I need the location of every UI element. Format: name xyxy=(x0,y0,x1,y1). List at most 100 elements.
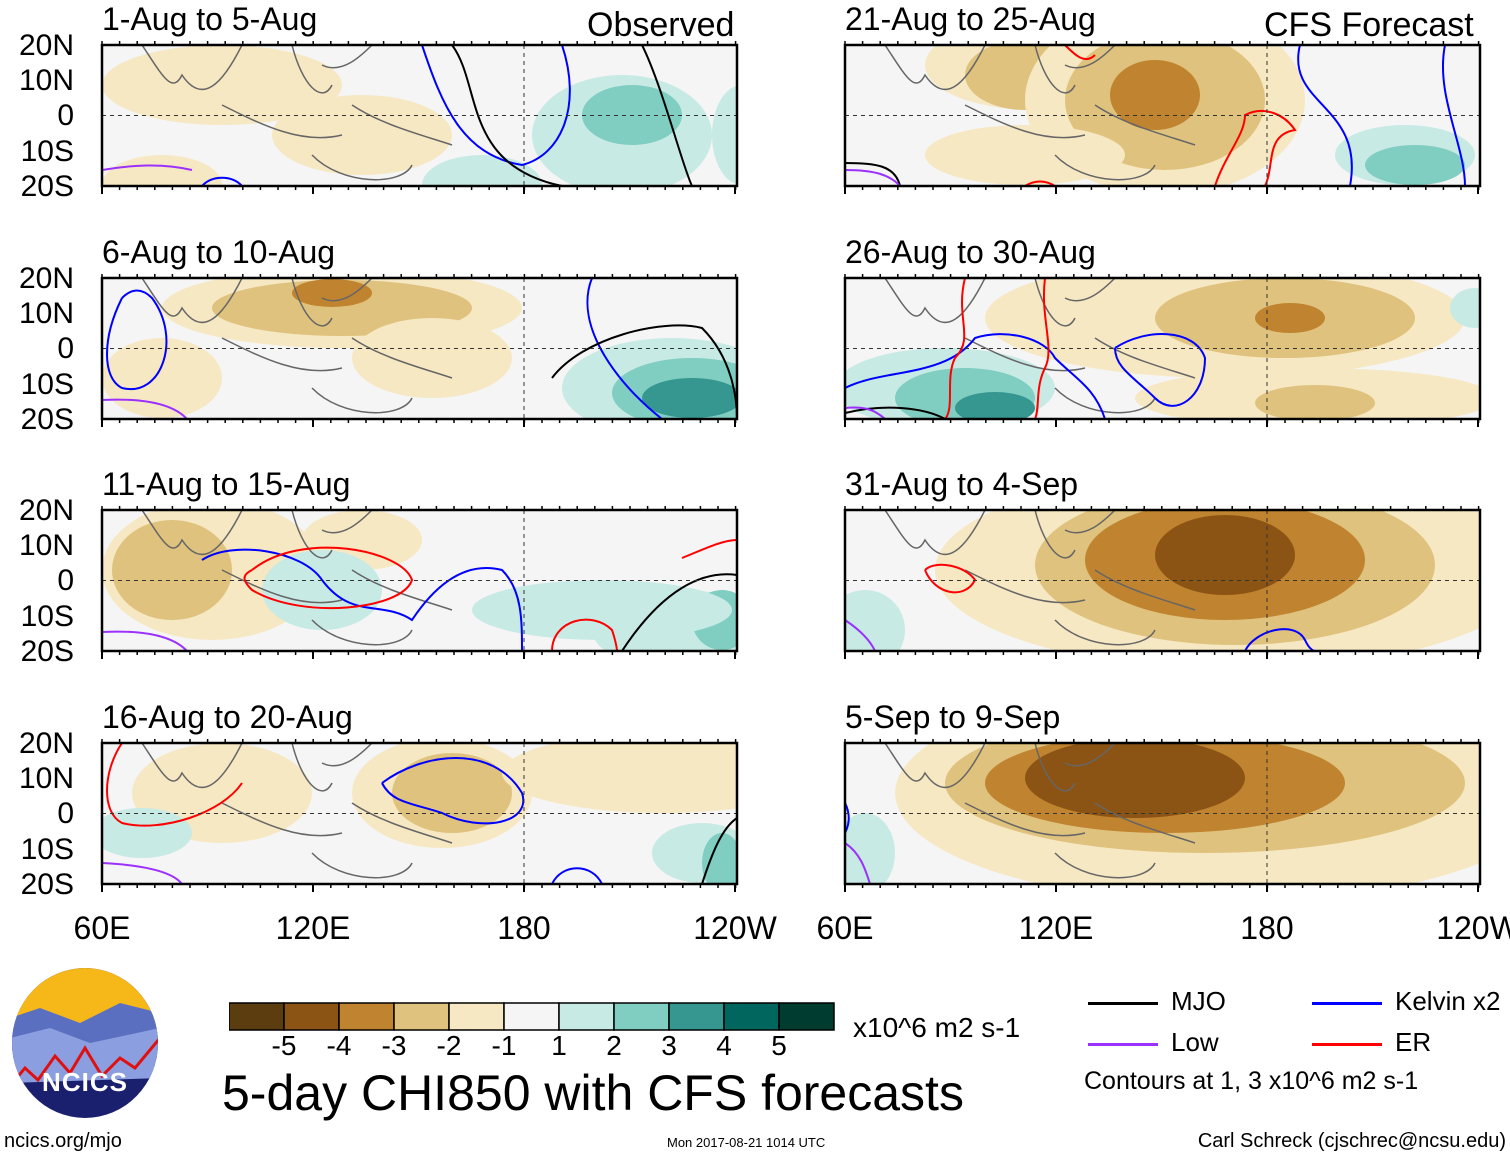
y-tick-label: 0 xyxy=(57,564,74,598)
colorbar-swatch xyxy=(448,1002,505,1031)
chi-anomaly-region xyxy=(925,125,1125,185)
contour-line xyxy=(1034,278,1050,419)
chi-anomaly-region xyxy=(712,85,737,185)
colorbar-swatch xyxy=(723,1002,780,1031)
x-tick-label: 60E xyxy=(816,910,874,946)
chi-anomaly-region xyxy=(292,279,372,307)
legend-label: Kelvin x2 xyxy=(1395,986,1501,1016)
column-label-forecast: CFS Forecast xyxy=(1264,6,1474,44)
colorbar-label: 2 xyxy=(606,1030,622,1061)
contour-line xyxy=(243,546,414,610)
colorbar-label: -4 xyxy=(326,1030,352,1061)
legend-label: MJO xyxy=(1171,986,1226,1016)
contour-line xyxy=(1297,45,1353,186)
contour-line xyxy=(1214,110,1297,186)
x-tick-label: 180 xyxy=(497,910,551,946)
chi-anomaly-region xyxy=(102,338,222,418)
contour-line xyxy=(102,164,193,171)
panel-title: 1-Aug to 5-Aug xyxy=(102,1,318,37)
contour-line xyxy=(381,757,525,825)
panel-title: 21-Aug to 25-Aug xyxy=(845,1,1096,37)
panel-title: 16-Aug to 20-Aug xyxy=(102,699,353,735)
panel-title: 31-Aug to 4-Sep xyxy=(845,466,1079,502)
legend-line-low xyxy=(1088,1043,1158,1046)
legend-line-kelvin-x2 xyxy=(1312,1002,1382,1005)
contour-line xyxy=(641,45,693,186)
y-tick-label: 20S xyxy=(20,402,74,436)
ncics-logo: NCICS xyxy=(12,968,158,1118)
map-panel xyxy=(843,506,1482,659)
legend-line-er xyxy=(1312,1043,1382,1046)
map-panel xyxy=(843,739,1482,892)
y-tick-label: 20S xyxy=(20,169,74,203)
contour-line xyxy=(845,406,946,419)
y-tick-label: 20N xyxy=(18,727,74,760)
chi-anomaly-region xyxy=(955,392,1035,419)
column-label-observed: Observed xyxy=(587,6,735,44)
colorbar-label: 5 xyxy=(771,1030,787,1061)
coastline xyxy=(141,45,453,181)
y-tick-label: 20N xyxy=(18,494,74,527)
y-tick-label: 10S xyxy=(20,599,74,633)
x-tick-label: 120E xyxy=(1018,910,1094,946)
contour-line xyxy=(701,817,737,884)
website-link[interactable]: ncics.org/mjo xyxy=(4,1130,122,1152)
colorbar-label: -1 xyxy=(491,1030,517,1061)
contour-line xyxy=(451,45,563,186)
chi-anomaly-region xyxy=(472,580,732,640)
contour-line xyxy=(845,406,886,419)
chi-anomaly-region xyxy=(502,743,737,813)
contour-line xyxy=(845,333,1106,419)
y-tick-label: 20N xyxy=(18,29,74,62)
coastline xyxy=(141,743,453,879)
colorbar-swatch xyxy=(393,1002,450,1031)
colorbar-label: -3 xyxy=(381,1030,407,1061)
contour-line xyxy=(201,176,243,186)
y-tick-label: 10S xyxy=(20,134,74,168)
contour-line xyxy=(102,630,188,651)
chi-anomaly-region xyxy=(1025,743,1245,818)
contour-line xyxy=(944,278,966,419)
contour-line xyxy=(845,842,871,884)
colorbar-swatch xyxy=(503,1002,560,1031)
chi-anomaly-region xyxy=(102,45,342,125)
contour-line xyxy=(551,324,737,419)
panel-title: 6-Aug to 10-Aug xyxy=(102,234,336,270)
colorbar-swatch xyxy=(613,1002,670,1031)
y-tick-label: 10N xyxy=(18,64,74,98)
y-tick-label: 20S xyxy=(20,634,74,668)
map-panel xyxy=(100,274,739,427)
chi-anomaly-region xyxy=(702,833,737,884)
y-tick-label: 0 xyxy=(57,797,74,831)
map-panel xyxy=(100,506,739,659)
coastline xyxy=(884,278,1196,414)
y-tick-label: 10N xyxy=(18,762,74,796)
contour-line xyxy=(551,867,603,884)
colorbar-swatch xyxy=(558,1002,615,1031)
y-tick-label: 10N xyxy=(18,529,74,563)
colorbar-swatch xyxy=(668,1002,725,1031)
coastline xyxy=(884,45,1196,181)
chi-anomaly-region xyxy=(845,813,895,884)
x-tick-label: 120E xyxy=(275,910,351,946)
coastline xyxy=(884,510,1196,646)
legend-label: Low xyxy=(1171,1027,1219,1057)
contour-line xyxy=(845,619,876,651)
coastline xyxy=(141,510,453,646)
legend-line-mjo xyxy=(1088,1002,1158,1005)
map-panel xyxy=(843,274,1482,427)
chi-anomaly-region xyxy=(392,753,512,833)
colorbar-label: -2 xyxy=(436,1030,462,1061)
panel-title: 26-Aug to 30-Aug xyxy=(845,234,1096,270)
colorbar-label: 1 xyxy=(551,1030,567,1061)
chi-anomaly-region xyxy=(352,318,512,398)
x-tick-label: 60E xyxy=(73,910,131,946)
y-tick-label: 20N xyxy=(18,262,74,295)
colorbar-label: -5 xyxy=(271,1030,297,1061)
timestamp: Mon 2017-08-21 1014 UTC xyxy=(667,1135,826,1150)
contour-line xyxy=(586,278,663,419)
x-tick-label: 120W xyxy=(1436,910,1510,946)
map-panel xyxy=(100,739,739,892)
chi-anomaly-region xyxy=(642,378,737,418)
